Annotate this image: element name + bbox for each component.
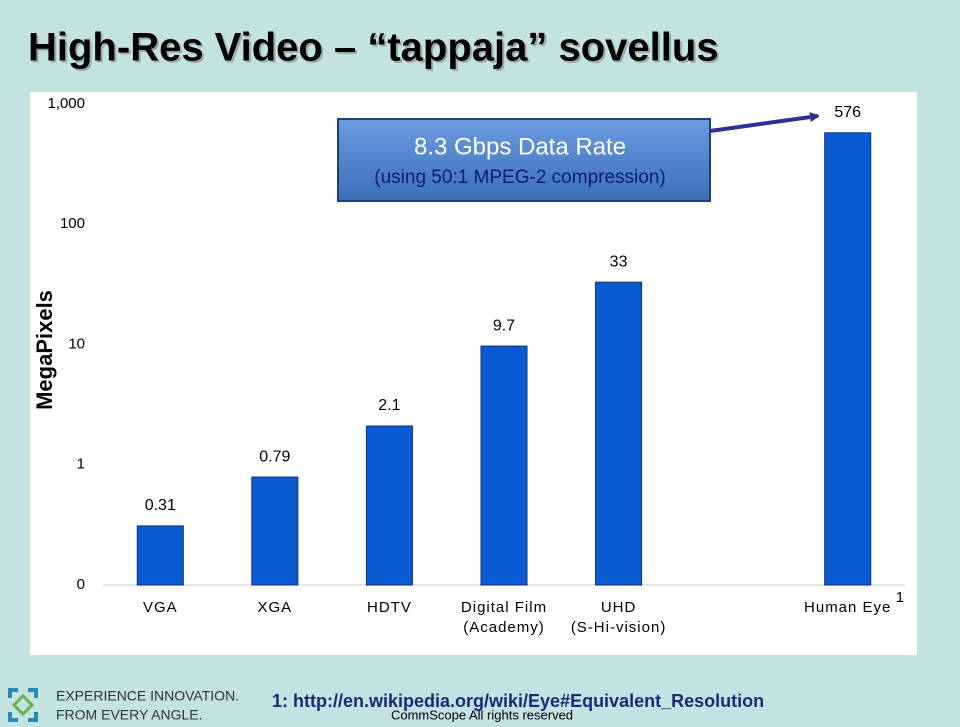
callout-box: [337, 118, 711, 202]
bar: [480, 345, 528, 586]
data-label: 0.79: [259, 448, 290, 465]
y-tick-label: 10: [68, 335, 85, 352]
chart: 0 1 10 100 1,000 VGA 0.31 XGA 0.79 HDTV 2.1 Digital…: [47, 95, 904, 636]
x-tick-label: Digital Film (Academy): [461, 599, 547, 636]
x-tick-label: XGA: [258, 599, 293, 616]
footnote: 1: http://en.wikipedia.org/wiki/Eye#Equi…: [272, 691, 764, 711]
data-label: 2.1: [378, 397, 400, 414]
bar: [595, 281, 643, 586]
data-label: 9.7: [493, 317, 515, 334]
y-axis-label: MegaPixels: [32, 290, 57, 410]
title: High-Res Video – “tappaja” sovellus: [28, 26, 719, 70]
footnote-marker: 1: [896, 589, 904, 606]
logo-mark: [8, 688, 38, 722]
logo-text: FROM EVERY ANGLE.: [56, 707, 203, 723]
bar: [824, 132, 872, 586]
bar: [251, 476, 299, 586]
bar: [136, 525, 184, 586]
x-tick-label: Human Eye: [804, 599, 891, 616]
y-tick-label: 1,000: [47, 95, 85, 112]
logo: [8, 688, 38, 722]
data-label: 576: [834, 104, 861, 121]
y-tick-label: 100: [60, 215, 85, 232]
x-tick-label: VGA: [143, 599, 178, 616]
y-tick-label: 0: [77, 576, 85, 593]
title-shadow: High-Res Video – “tappaja” sovellus: [30, 28, 721, 72]
callout-arrow: [709, 112, 820, 133]
callout-title: 8.3 Gbps Data Rate: [414, 133, 626, 160]
data-label: 0.31: [145, 497, 176, 514]
data-label: 33: [610, 253, 628, 270]
bar: [365, 425, 413, 586]
x-tick-label: UHD (S-Hi-vision): [571, 599, 667, 636]
copyright: CommScope All rights reserved: [391, 707, 573, 722]
y-tick-label: 1: [77, 456, 85, 473]
logo-mark: [11, 693, 35, 717]
x-tick-label: HDTV: [367, 599, 412, 616]
callout-subtitle: (using 50:1 MPEG-2 compression): [374, 167, 665, 188]
logo-text: EXPERIENCE INNOVATION.: [56, 688, 239, 704]
